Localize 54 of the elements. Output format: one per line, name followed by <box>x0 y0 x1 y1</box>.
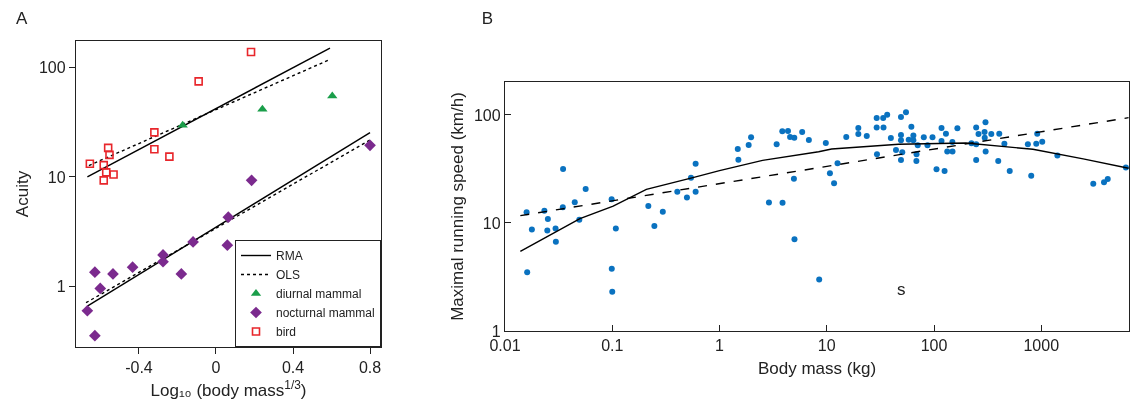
point <box>105 150 114 160</box>
point <box>126 261 139 273</box>
legend-label: nocturnal mammal <box>276 306 375 321</box>
legend-label: bird <box>276 325 297 340</box>
point <box>327 91 338 99</box>
annotation: s <box>897 280 906 299</box>
x-tick-label: 0.8 <box>358 359 382 377</box>
point <box>81 304 94 317</box>
point <box>94 282 107 295</box>
point <box>246 47 256 57</box>
point <box>245 174 258 187</box>
point <box>257 104 268 112</box>
x-tick-label: 0.1 <box>601 337 624 355</box>
point <box>187 236 199 248</box>
x-tick-label: 1000 <box>1023 337 1060 355</box>
x-tick-label: 1 <box>715 337 725 355</box>
y-tick-label: 100 <box>473 106 501 124</box>
legend-label: RMA <box>276 249 303 264</box>
chart-title: A <box>16 9 28 29</box>
point <box>177 120 188 128</box>
legend-label: diurnal mammal <box>276 287 362 302</box>
point <box>175 268 188 280</box>
point <box>85 159 95 168</box>
point <box>364 139 376 152</box>
point <box>99 176 109 185</box>
y-tick-label: 10 <box>482 214 501 232</box>
point <box>222 211 235 224</box>
x-tick-label: 0.01 <box>489 337 521 355</box>
point <box>109 170 118 179</box>
point <box>194 77 203 86</box>
point <box>103 143 113 153</box>
y-axis-title: Acuity <box>12 170 32 218</box>
x-tick-label: 100 <box>920 337 948 355</box>
point <box>101 168 111 177</box>
y-tick-label: 1 <box>491 322 501 340</box>
point <box>150 144 159 154</box>
point <box>89 329 101 342</box>
x-tick-label: 0.4 <box>281 359 305 377</box>
point <box>89 266 101 279</box>
x-tick-label: 0 <box>211 359 221 377</box>
y-tick-label: 100 <box>38 58 66 76</box>
x-tick-label: 10 <box>817 337 836 355</box>
point <box>99 160 109 170</box>
x-axis-title: Body mass (kg) <box>757 358 877 378</box>
y-tick-label: 10 <box>47 168 66 186</box>
point <box>165 152 174 161</box>
x-axis-title: Log₁₀ (body mass$^{1/3}$) <box>150 377 307 400</box>
legend-label: OLS <box>276 268 301 283</box>
chart-title: B <box>481 9 494 29</box>
y-tick-label: 1 <box>56 278 66 296</box>
y-axis-title: Maximal running speed (km/h) <box>447 92 467 321</box>
x-tick-label: -0.4 <box>125 359 153 377</box>
point <box>150 128 159 137</box>
point <box>221 239 234 252</box>
